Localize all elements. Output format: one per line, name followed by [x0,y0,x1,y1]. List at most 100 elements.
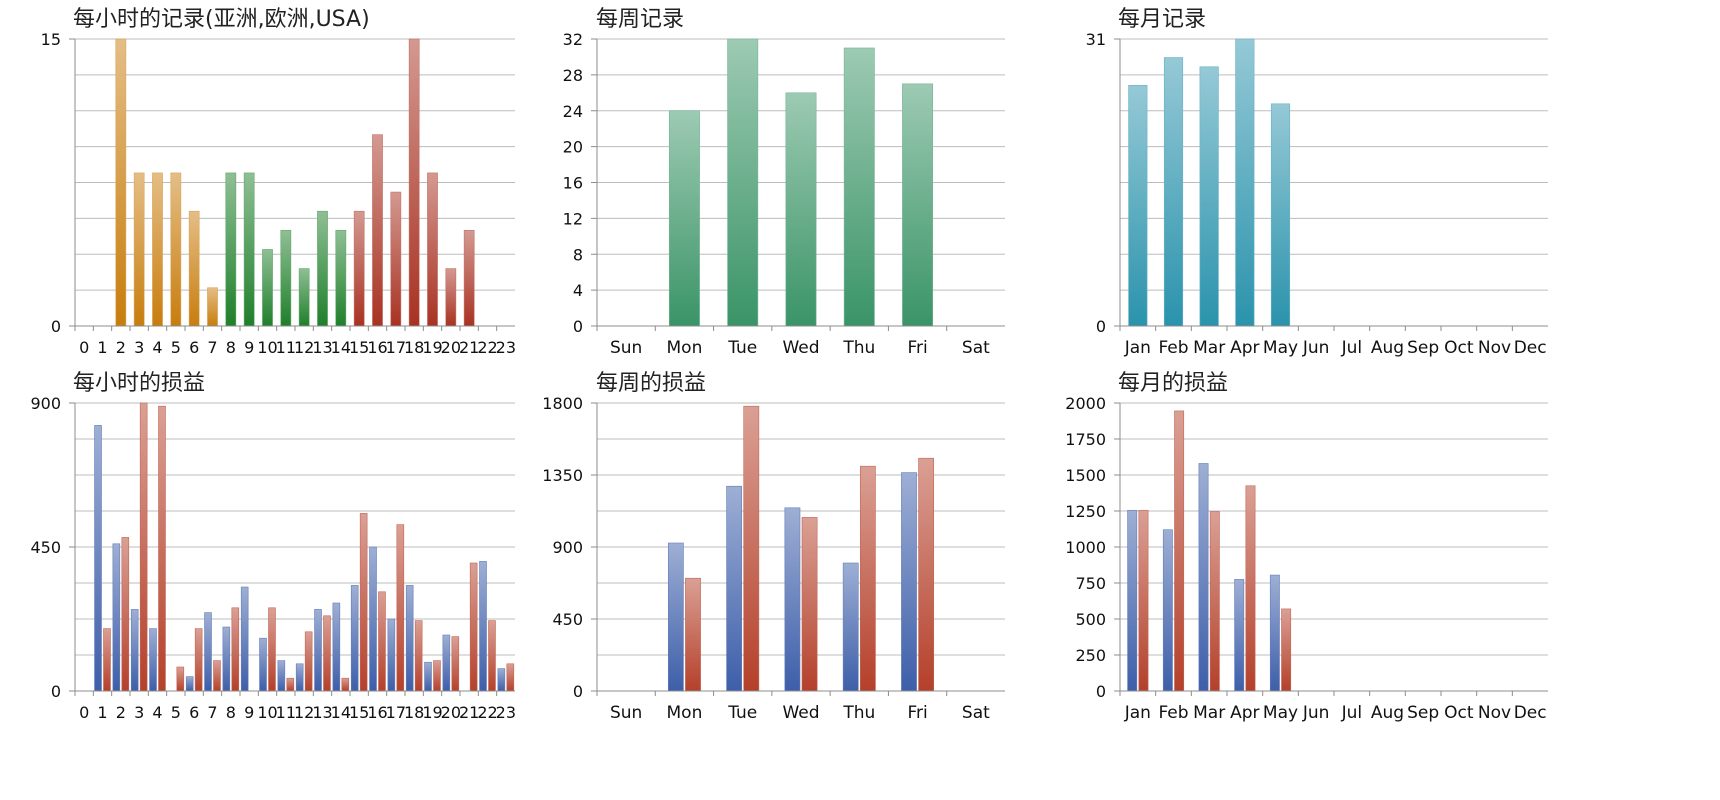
bar [286,677,295,692]
x-tick-label: Aug [1371,703,1404,723]
bar [902,83,934,327]
y-tick-label: 32 [563,30,583,49]
bar [335,230,347,327]
bar [207,287,218,327]
bar [1162,529,1173,692]
bar [231,607,240,692]
x-tick-label: 13 [312,703,332,722]
x-tick-label: Oct [1444,703,1474,723]
y-tick-label: 450 [552,610,583,629]
x-tick-label: Dec [1514,703,1547,723]
bar [188,210,200,327]
monthly-profit-chart: 每月的损益 0 250 500 750 1000 1250 1500 1750 2000 Jan Fe… [1065,371,1719,800]
chart-title: 每周记录 [596,7,684,32]
chart-title: 每周的损益 [596,371,706,396]
y-tick-label: 1000 [1065,538,1106,557]
bar [1281,608,1292,692]
bar [451,636,460,692]
bar [427,172,438,327]
y-tick-label: 750 [1075,574,1106,593]
x-tick-label: Nov [1478,338,1511,358]
bar [280,230,292,327]
x-tick-label: 19 [422,703,442,722]
bar [743,405,760,692]
x-tick-label: 6 [189,703,199,722]
y-tick-label: 1800 [542,394,583,413]
bar [901,472,917,692]
x-tick-label: Sep [1407,338,1439,358]
bar [784,507,801,692]
bar [488,620,496,692]
bar [1128,84,1148,327]
x-tick-label: 14 [331,703,351,722]
y-tick-label: 8 [573,245,583,264]
bar [859,465,876,692]
x-tick-label: 5 [171,703,181,722]
bar [1198,463,1209,692]
x-tick-label: Sat [962,703,990,723]
x-tick-label: 14 [331,338,351,357]
x-tick-label: Jun [1302,703,1330,723]
x-tick-label: 5 [171,338,181,357]
y-tick-label: 1500 [1065,466,1106,485]
x-tick-label: 6 [189,338,199,357]
hourly-records-chart: 每小时的记录(亚洲,欧洲,USA) 0 15 0 1 2 3 4 5 6 7 8 9 10 11 12 13 14… [0,0,573,400]
x-tick-label: 21 [459,338,479,357]
bar [298,268,310,327]
chart-svg: 每周记录 0 4 8 12 16 20 24 28 32 Sun Mon Tue Wed Thu Fri Sat [563,7,1005,358]
bar [225,172,237,327]
bar [506,663,515,692]
x-tick-label: Fri [907,338,927,358]
x-tick-label: 16 [367,338,387,357]
y-tick-label: 0 [573,317,583,336]
bar [1209,511,1220,692]
bar [185,676,194,692]
x-tick-label: 13 [312,338,332,357]
x-tick-label: May [1263,338,1298,358]
x-tick-label: 23 [496,703,516,722]
bar [149,628,157,692]
bar [1127,509,1138,692]
bar [295,663,304,692]
bar [1245,485,1256,692]
y-tick-label: 0 [1096,317,1106,336]
bar [433,660,441,692]
x-tick-label: 21 [459,703,479,722]
bar [1138,509,1149,692]
y-tick-label: 250 [1075,646,1106,665]
bar [918,457,935,692]
x-tick-label: 20 [441,338,461,357]
x-tick-label: Mon [667,338,703,358]
bar [170,172,182,327]
x-tick-label: Wed [782,338,819,358]
bar [469,562,478,692]
bar [213,660,221,692]
bar [785,92,817,327]
weekly-profit-chart: 每周的损益 0 450 900 1350 1800 Sun Mon Tue Wed Thu Fri Sa… [542,371,1146,800]
y-tick-label: 15 [41,30,61,49]
x-tick-label: Aug [1371,338,1404,358]
x-tick-label: 20 [441,703,461,722]
y-tick-label: 2000 [1065,394,1106,413]
x-tick-label: Sep [1407,703,1439,723]
bar [353,210,365,327]
x-tick-label: 3 [134,338,144,357]
monthly-records-chart: 每月记录 0 31 Jan Feb Mar Apr May Jun Jul Aug Sep Oct Nov… [1086,0,1719,400]
x-tick-label: Tue [727,338,757,358]
x-tick-label: 19 [422,338,442,357]
bar [1199,66,1219,327]
x-tick-label: Sun [610,703,642,723]
bar [387,618,396,692]
y-tick-label: 500 [1075,610,1106,629]
y-tick-label: 0 [51,317,61,336]
bar [479,561,487,692]
x-tick-label: Fri [907,703,927,723]
bar [112,543,121,692]
x-tick-label: Thu [842,703,875,723]
x-tick-label: Apr [1230,338,1259,358]
y-tick-label: 900 [552,538,583,557]
bar [304,631,313,692]
